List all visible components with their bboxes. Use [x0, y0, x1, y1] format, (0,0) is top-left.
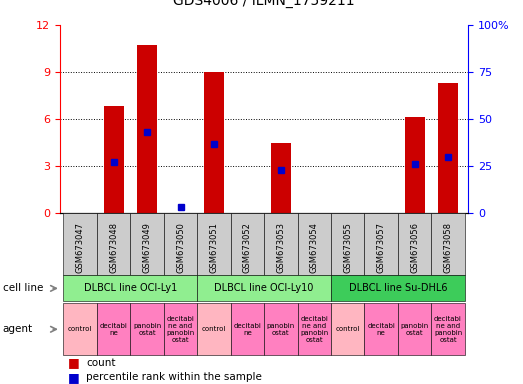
Text: agent: agent [3, 324, 33, 334]
Text: GSM673058: GSM673058 [444, 222, 452, 273]
Text: GSM673048: GSM673048 [109, 222, 118, 273]
Bar [271, 142, 291, 213]
Text: panobin
ostat: panobin ostat [133, 323, 161, 336]
Text: DLBCL line OCI-Ly10: DLBCL line OCI-Ly10 [214, 283, 314, 293]
Text: percentile rank within the sample: percentile rank within the sample [86, 372, 262, 382]
Text: GSM673050: GSM673050 [176, 222, 185, 273]
Text: decitabi
ne: decitabi ne [100, 323, 128, 336]
Bar [438, 83, 458, 213]
Bar [405, 118, 425, 213]
Text: decitabi
ne and
panobin
ostat: decitabi ne and panobin ostat [300, 316, 328, 343]
Text: GSM673051: GSM673051 [209, 222, 219, 273]
Bar [137, 45, 157, 213]
Text: GSM673049: GSM673049 [143, 222, 152, 273]
Text: GSM673055: GSM673055 [343, 222, 352, 273]
Text: ■: ■ [68, 356, 79, 369]
Text: GSM673057: GSM673057 [377, 222, 385, 273]
Text: decitabi
ne and
panobin
ostat: decitabi ne and panobin ostat [434, 316, 462, 343]
Text: count: count [86, 358, 116, 368]
Text: control: control [336, 326, 360, 332]
Text: decitabi
ne and
panobin
ostat: decitabi ne and panobin ostat [166, 316, 195, 343]
Text: cell line: cell line [3, 283, 43, 293]
Bar [204, 72, 224, 213]
Text: ■: ■ [68, 371, 79, 384]
Text: decitabi
ne: decitabi ne [367, 323, 395, 336]
Text: control: control [68, 326, 93, 332]
Text: GSM673052: GSM673052 [243, 222, 252, 273]
Text: DLBCL line OCI-Ly1: DLBCL line OCI-Ly1 [84, 283, 177, 293]
Bar [104, 106, 123, 213]
Text: panobin
ostat: panobin ostat [267, 323, 295, 336]
Text: GSM673056: GSM673056 [410, 222, 419, 273]
Text: GSM673047: GSM673047 [76, 222, 85, 273]
Text: DLBCL line Su-DHL6: DLBCL line Su-DHL6 [349, 283, 447, 293]
Text: control: control [202, 326, 226, 332]
Text: GSM673053: GSM673053 [276, 222, 286, 273]
Text: GDS4006 / ILMN_1759211: GDS4006 / ILMN_1759211 [173, 0, 355, 8]
Text: decitabi
ne: decitabi ne [233, 323, 262, 336]
Text: GSM673054: GSM673054 [310, 222, 319, 273]
Text: panobin
ostat: panobin ostat [401, 323, 429, 336]
